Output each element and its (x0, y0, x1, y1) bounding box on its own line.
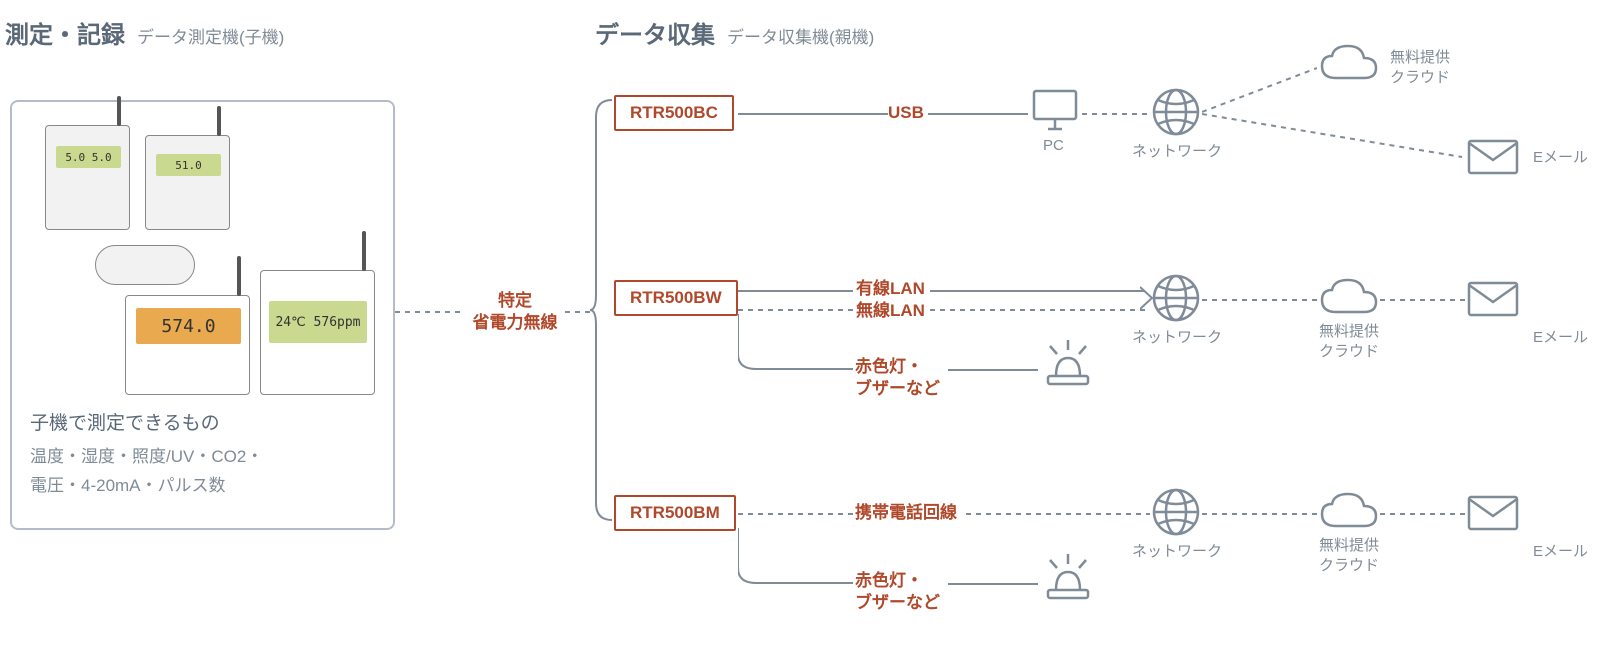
line-bc-to-mail (1202, 112, 1462, 167)
device-logger-3: 574.0 (125, 295, 250, 395)
line-bm-mobile-l (738, 512, 853, 516)
line-bc-pc-net (1082, 112, 1150, 116)
device-desc-body: 温度・湿度・照度/UV・CO2・ 電圧・4-20mA・パルス数 (30, 443, 375, 501)
label-network-bm: ネットワーク (1132, 542, 1222, 562)
header-right: データ収集 データ収集機(親機) (595, 15, 874, 50)
label-wireless-l2: 省電力無線 (473, 313, 558, 332)
label-cloud-bc: 無料提供クラウド (1390, 48, 1450, 87)
line-bm-alarm-r (948, 582, 1038, 586)
cloud-icon-bc (1318, 42, 1380, 84)
label-mail-bm: Eメール (1533, 542, 1588, 562)
network-icon-bw (1150, 272, 1202, 324)
line-bc-usb-right (928, 112, 1028, 116)
line-box-to-wireless (395, 310, 465, 314)
label-network-bw: ネットワーク (1132, 328, 1222, 348)
device-logger-1: 5.0 5.0 (45, 125, 130, 230)
bracket (590, 95, 614, 525)
device-desc-l1: 温度・湿度・照度/UV・CO2・ (30, 447, 263, 466)
device-logger-2: 51.0 (145, 135, 230, 230)
header-left-title: 測定・記録 (5, 15, 125, 50)
header-right-subtitle: データ収集機(親機) (727, 23, 874, 48)
mail-icon-bw (1466, 280, 1520, 318)
header-left-subtitle: データ測定機(子機) (137, 23, 284, 48)
line-bc-usb-left (738, 112, 888, 116)
label-mobile: 携帯電話回線 (855, 502, 957, 524)
line-bm-cloud-mail (1380, 512, 1465, 516)
network-icon-bm (1150, 486, 1202, 538)
device-box: 5.0 5.0 51.0 574.0 24℃ 576ppm 子機で測定できるもの… (10, 100, 395, 530)
cloud-icon-bm (1318, 490, 1380, 532)
network-icon-bc (1150, 86, 1202, 138)
device-desc-l2: 電圧・4-20mA・パルス数 (30, 476, 226, 495)
label-wireless-l1: 特定 (498, 291, 532, 310)
label-pc: PC (1043, 136, 1064, 156)
device-desc-title: 子機で測定できるもの (30, 408, 375, 435)
line-bw-alarm-r (948, 368, 1038, 372)
header-right-title: データ収集 (595, 15, 715, 50)
line-bm-mobile-r (966, 512, 1150, 516)
label-wireless-lan: 無線LAN (856, 300, 925, 322)
header-left: 測定・記録 データ測定機(子機) (5, 15, 284, 50)
line-bm-alarm (738, 528, 853, 588)
label-wired-lan: 有線LAN (856, 278, 925, 300)
mail-icon-bc (1466, 138, 1520, 176)
line-bm-net-cloud (1202, 512, 1317, 516)
line-bw-alarm (738, 314, 853, 374)
label-usb: USB (888, 102, 924, 124)
label-cloud-bw: 無料提供クラウド (1318, 322, 1380, 361)
label-alarm-bm: 赤色灯・ブザーなど (855, 570, 940, 614)
line-bw-cloud-mail (1380, 298, 1465, 302)
label-alarm-bw: 赤色灯・ブザーなど (855, 356, 940, 400)
label-cloud-bm: 無料提供クラウド (1318, 536, 1380, 575)
badge-rtr500bw: RTR500BW (614, 280, 738, 316)
cloud-icon-bw (1318, 276, 1380, 318)
device-usb-dongle (95, 245, 195, 285)
line-bw-wlan2-l (738, 308, 853, 312)
line-bw-wlan2-r (930, 308, 1145, 312)
alarm-icon-bw (1040, 336, 1096, 388)
label-mail-bc: Eメール (1533, 148, 1588, 168)
pc-icon (1030, 88, 1080, 132)
line-bc-to-cloud (1202, 60, 1317, 120)
badge-rtr500bc: RTR500BC (614, 95, 734, 131)
line-bw-net-cloud (1202, 298, 1317, 302)
line-bw-wlan-r (930, 289, 1145, 293)
badge-rtr500bm: RTR500BM (614, 495, 736, 531)
device-images: 5.0 5.0 51.0 574.0 24℃ 576ppm (30, 120, 375, 400)
device-logger-4: 24℃ 576ppm (260, 270, 375, 395)
line-bw-wlan-l (738, 289, 853, 293)
label-mail-bw: Eメール (1533, 328, 1588, 348)
mail-icon-bm (1466, 494, 1520, 532)
alarm-icon-bm (1040, 550, 1096, 602)
label-wireless: 特定 省電力無線 (460, 290, 570, 334)
